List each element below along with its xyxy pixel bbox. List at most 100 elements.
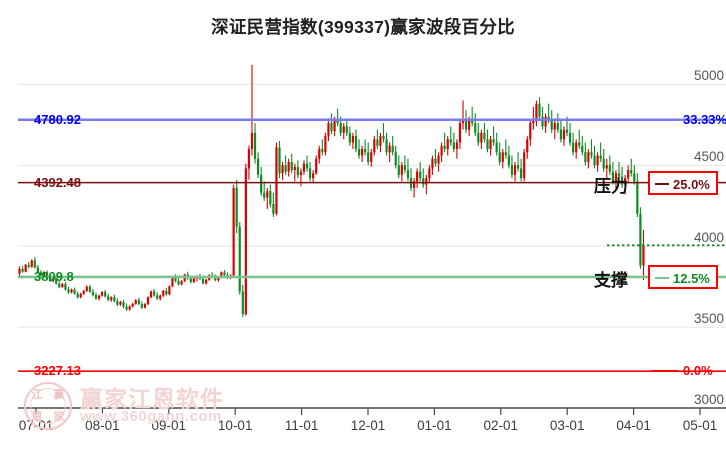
price-label-band-25: 4392.48	[34, 174, 81, 190]
candle-body	[205, 279, 208, 284]
candle-body	[45, 272, 49, 279]
candle-body	[82, 290, 85, 294]
candle-body	[443, 145, 446, 150]
candle-body	[94, 295, 98, 299]
candle-body	[471, 119, 474, 124]
candle-body	[312, 173, 315, 179]
candle-body	[281, 165, 284, 174]
candle-body	[354, 136, 358, 150]
y-tick-label-1: 4500	[693, 149, 724, 165]
candle-body	[76, 293, 79, 298]
candle-body	[412, 181, 416, 188]
candle-body	[55, 277, 58, 284]
candle-body	[171, 277, 174, 287]
candle-body	[568, 132, 572, 143]
candle-body	[434, 158, 437, 164]
candle-body	[620, 176, 624, 185]
candle-body	[247, 149, 251, 169]
candle-body	[642, 244, 645, 266]
candle-body	[428, 168, 431, 179]
candle-body	[617, 173, 621, 177]
candle-body	[27, 264, 30, 267]
candle-body	[113, 297, 116, 302]
candle-body	[125, 306, 128, 310]
resistance-box-pct: 25.0%	[673, 176, 710, 192]
candle-body	[510, 165, 514, 175]
y-tick-label-4: 3000	[693, 392, 724, 407]
candle-body	[605, 165, 608, 169]
candle-body	[165, 290, 168, 295]
candle-body	[324, 136, 327, 153]
candle-body	[214, 276, 217, 281]
candle-body	[339, 123, 342, 133]
candle-body	[406, 170, 410, 179]
candle-body	[633, 173, 636, 182]
price-label-band-12: 3809.8	[34, 268, 74, 284]
candle-body	[627, 170, 630, 179]
y-tick-label-3: 3500	[693, 311, 724, 327]
support-box[interactable]: 12.5%	[648, 264, 718, 289]
candle-body	[177, 281, 180, 285]
candle-body	[431, 158, 434, 169]
chart-title: 深证民营指数(399337)赢家波段百分比	[211, 17, 515, 37]
candle-body	[639, 213, 642, 266]
candle-body	[143, 304, 147, 308]
candle-body	[134, 300, 137, 304]
candle-body	[107, 296, 110, 300]
candle-body	[119, 301, 122, 305]
candle-body	[379, 136, 382, 146]
candle-body	[342, 126, 345, 133]
candle-body	[541, 116, 544, 127]
candle-body	[293, 166, 296, 171]
candle-body	[391, 145, 394, 153]
candle-body	[284, 165, 287, 172]
candle-body	[128, 306, 131, 310]
candle-body	[584, 152, 587, 162]
candle-body	[131, 303, 134, 307]
candle-body	[492, 139, 495, 143]
candle-body	[468, 119, 471, 130]
candle-body	[174, 277, 177, 282]
x-tick-label-4: 11-01	[284, 418, 319, 433]
candle-body	[596, 155, 599, 166]
candle-body	[79, 293, 82, 298]
candle-body	[336, 119, 339, 124]
candle-body	[464, 119, 468, 130]
candle-body	[101, 292, 104, 296]
candle-body	[370, 152, 373, 162]
candle-body	[64, 284, 67, 290]
candle-body	[345, 126, 348, 133]
candle-body	[189, 278, 192, 283]
candle-body	[302, 163, 306, 172]
x-tick-label-2: 09-01	[151, 418, 187, 433]
y-tick-label-2: 4000	[693, 230, 724, 246]
x-tick-label-3: 10-01	[217, 418, 253, 433]
candle-body	[538, 103, 541, 117]
candle-body	[149, 291, 153, 298]
candle-body	[416, 171, 419, 182]
candle-body	[486, 139, 489, 150]
x-tick-label-6: 01-01	[417, 418, 452, 433]
candle-body	[330, 123, 333, 132]
candle-body	[501, 152, 504, 162]
candle-body	[602, 158, 605, 169]
candle-body	[33, 260, 36, 268]
x-tick-label-7: 02-01	[483, 418, 519, 433]
candle-body	[201, 278, 205, 284]
candle-body	[397, 165, 400, 175]
candle-body	[52, 277, 55, 282]
candle-body	[275, 147, 278, 214]
candle-body	[238, 226, 241, 292]
candle-body	[608, 165, 611, 172]
candle-body	[449, 139, 452, 143]
candle-body	[97, 295, 101, 299]
resistance-box[interactable]: 25.0%	[648, 170, 718, 195]
support-tag: 支撑	[594, 270, 628, 290]
candle-body	[495, 142, 498, 153]
candle-body	[70, 289, 73, 293]
candle-body	[223, 272, 226, 275]
candle-body	[452, 142, 455, 150]
candle-body	[532, 119, 535, 124]
candle-body	[556, 123, 559, 130]
